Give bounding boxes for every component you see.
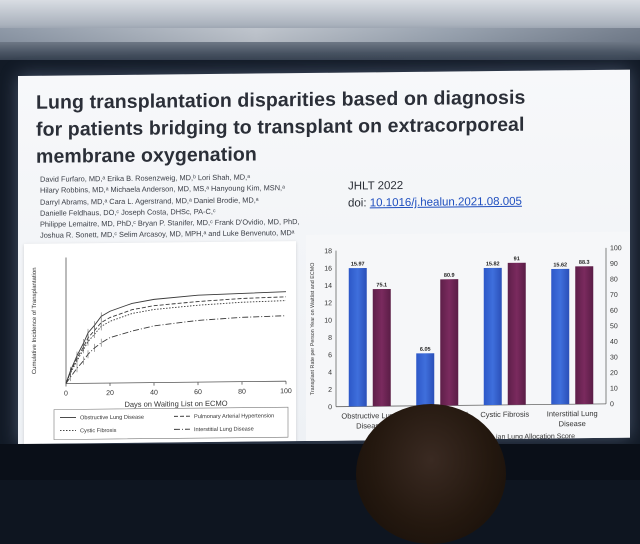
doi-prefix: doi: (348, 197, 370, 209)
series-line-0 (66, 292, 286, 384)
bar-1-3 (575, 266, 593, 404)
bar-value-label: 6.05 (420, 347, 431, 353)
bar-value-label: 15.97 (351, 261, 365, 267)
doi-link[interactable]: 10.1016/j.healun.2021.08.005 (370, 196, 522, 210)
y-tick-label-right: 40 (610, 339, 618, 346)
x-tick-label: 20 (106, 390, 114, 397)
x-tick-label: 40 (150, 390, 158, 397)
ceiling-light-band (0, 28, 640, 42)
x-tick-label: 0 (64, 390, 68, 397)
bar-value-label: 88.3 (579, 260, 590, 266)
bar-1-2 (508, 263, 526, 405)
category-label: Disease (559, 419, 586, 428)
y-tick-label-right: 20 (610, 370, 618, 377)
y-tick-label-left: 16 (324, 266, 332, 273)
y-tick-label-left: 6 (328, 352, 332, 359)
y-tick-label-left: 2 (328, 387, 332, 394)
doi-line: doi: 10.1016/j.healun.2021.08.005 (348, 194, 522, 213)
series-line-1 (66, 297, 286, 384)
bar-1-0 (373, 289, 391, 406)
citation: JHLT 2022 doi: 10.1016/j.healun.2021.08.… (348, 177, 522, 213)
x-tick-label: 60 (194, 389, 202, 396)
slide-title: Lung transplantation disparities based o… (36, 84, 556, 170)
bar-value-label: 15.62 (553, 262, 567, 268)
y-tick-label-left: 0 (328, 404, 332, 411)
y-tick-label-left: 8 (328, 335, 332, 342)
y-tick-label-left: 14 (324, 283, 332, 290)
legend-label-2: Cystic Fibrosis (80, 428, 117, 434)
y-tick-label-right: 100 (610, 245, 622, 252)
legend-label-1: Pulmonary Arterial Hypertension (194, 413, 274, 420)
series-line-2 (66, 301, 286, 384)
y-tick-label-right: 70 (610, 292, 618, 299)
y-axis-label: Transplant Rate per Person Year on Waitl… (310, 263, 316, 396)
bar-value-label: 75.1 (376, 282, 387, 288)
legend-box (54, 407, 288, 439)
category-label: Cystic Fibrosis (480, 410, 529, 420)
stage-floor (0, 444, 640, 480)
x-tick-label: 80 (238, 389, 246, 396)
y-tick-label-right: 90 (610, 261, 618, 268)
author-list: David Furfaro, MD,ᵃ Erika B. Rosenzweig,… (40, 171, 330, 242)
y-tick-label-left: 12 (324, 300, 332, 307)
bar-value-label: 80.9 (444, 273, 455, 279)
x-axis (66, 381, 286, 383)
x-axis-label: Days on Waiting List on ECMO (124, 399, 227, 409)
y-tick-label-right: 80 (610, 276, 618, 283)
y-tick-label-right: 0 (610, 401, 614, 408)
journal-name: JHLT 2022 (348, 177, 522, 196)
y-tick-label-right: 10 (610, 386, 618, 393)
bar-0-0 (349, 268, 367, 407)
y-tick-label-right: 30 (610, 354, 618, 361)
bar-value-label: 91 (514, 256, 520, 262)
bar-1-1 (440, 279, 458, 405)
cumulative-incidence-svg: 0 20 40 60 80 100 Days on Waiting List on ECMO… (24, 241, 296, 444)
y-tick-label-left: 10 (324, 318, 332, 325)
legend-label-3: Interstitial Lung Disease (194, 427, 254, 434)
legend-label-0: Obstructive Lung Disease (80, 415, 144, 422)
y-tick-label-left: 4 (328, 370, 332, 377)
bar-0-1 (416, 353, 434, 406)
bar-0-3 (551, 269, 569, 405)
y-tick-label-right: 60 (610, 308, 618, 315)
category-label: Interstitial Lung (547, 409, 598, 419)
x-tick-label: 100 (280, 388, 292, 395)
audience-head (356, 404, 506, 544)
y-axis-label: Cumulative Incidence of Transplantation (32, 267, 38, 374)
projected-slide: Lung transplantation disparities based o… (18, 70, 630, 444)
bar-value-label: 15.82 (486, 261, 500, 267)
y-tick-label-left: 18 (324, 248, 332, 255)
cumulative-incidence-chart: 0 20 40 60 80 100 Days on Waiting List on ECMO… (24, 241, 296, 444)
author-line: Joshua R. Sonett, MD,ᶜ Selim Arcasoy, MD… (40, 227, 330, 241)
bar-0-2 (484, 268, 502, 405)
y-tick-label-right: 50 (610, 323, 618, 330)
